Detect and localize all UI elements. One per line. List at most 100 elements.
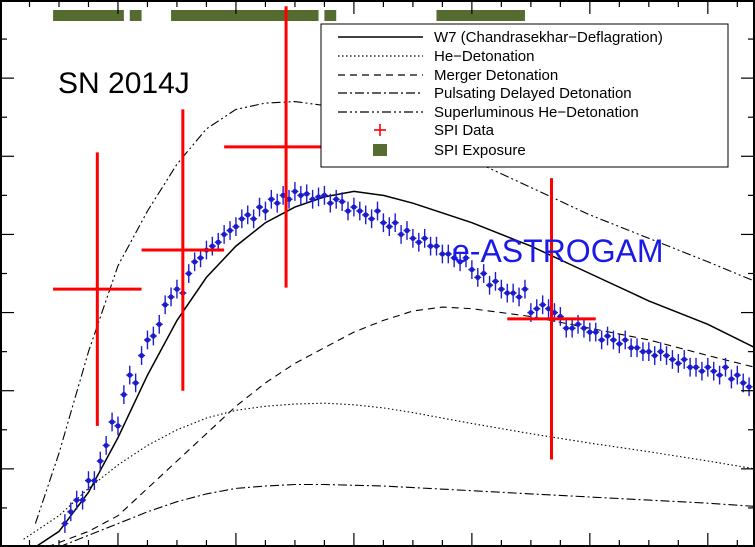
e-astrogam-marker-96: [628, 345, 634, 351]
e-astrogam-point-45: [326, 193, 334, 213]
e-astrogam-marker-110: [711, 368, 717, 374]
e-astrogam-point-104: [674, 353, 682, 373]
e-astrogam-marker-69: [469, 266, 475, 273]
e-astrogam-point-80: [533, 299, 541, 319]
e-astrogam-marker-116: [746, 384, 752, 390]
e-astrogam-marker-57: [398, 231, 404, 238]
e-astrogam-point-102: [663, 346, 671, 365]
e-astrogam-point-36: [273, 193, 281, 213]
e-astrogam-marker-86: [569, 325, 575, 331]
e-astrogam-marker-72: [486, 282, 493, 288]
e-astrogam-point-50: [356, 201, 364, 221]
e-astrogam-marker-87: [575, 321, 581, 327]
spi-exposure-bar-3: [324, 10, 337, 21]
e-astrogam-point-98: [639, 342, 647, 362]
e-astrogam-point-93: [609, 330, 617, 350]
e-astrogam-point-89: [586, 322, 594, 342]
e-astrogam-marker-83: [551, 309, 558, 316]
e-astrogam-point-75: [503, 283, 511, 303]
e-astrogam-marker-15: [150, 333, 156, 339]
e-astrogam-point-43: [315, 187, 323, 207]
e-astrogam-marker-4: [85, 477, 92, 484]
e-astrogam-marker-98: [640, 349, 646, 355]
e-astrogam-point-32: [250, 209, 258, 229]
e-astrogam-point-107: [692, 357, 700, 377]
e-astrogam-marker-80: [534, 306, 540, 312]
e-astrogam-point-1: [67, 502, 75, 522]
e-astrogam-marker-36: [274, 200, 280, 206]
e-astrogam-marker-3: [79, 497, 86, 503]
e-astrogam-point-16: [155, 314, 163, 334]
e-astrogam-point-103: [668, 350, 676, 369]
e-astrogam-marker-0: [62, 520, 68, 527]
e-astrogam-marker-89: [587, 329, 593, 335]
e-astrogam-point-23: [197, 248, 205, 268]
e-astrogam-marker-40: [298, 192, 304, 198]
e-astrogam-marker-34: [262, 208, 269, 214]
model-curve-merger: [47, 306, 755, 547]
e-astrogam-marker-112: [722, 364, 729, 370]
e-astrogam-marker-42: [310, 196, 316, 202]
legend-label-merger-detonation: Merger Detonation: [434, 67, 558, 84]
e-astrogam-point-54: [379, 213, 387, 233]
e-astrogam-point-26: [214, 232, 222, 252]
e-astrogam-marker-32: [251, 216, 257, 222]
e-astrogam-marker-79: [528, 309, 534, 316]
e-astrogam-point-109: [704, 357, 712, 377]
e-astrogam-marker-41: [304, 191, 310, 197]
e-astrogam-points-layer: [61, 182, 753, 533]
e-astrogam-marker-52: [369, 216, 375, 222]
e-astrogam-point-52: [368, 209, 376, 229]
e-astrogam-point-94: [615, 334, 623, 354]
e-astrogam-marker-16: [156, 321, 162, 327]
e-astrogam-point-115: [739, 373, 747, 393]
e-astrogam-point-95: [621, 330, 629, 350]
model-curve-w7: [34, 190, 755, 547]
spi-exposure-bar-2: [171, 10, 319, 21]
e-astrogam-marker-21: [186, 270, 192, 277]
e-astrogam-marker-92: [604, 333, 611, 339]
e-astrogam-point-69: [468, 260, 476, 279]
e-astrogam-point-113: [727, 369, 735, 389]
e-astrogam-point-112: [722, 357, 730, 377]
e-astrogam-marker-48: [345, 208, 351, 214]
e-astrogam-label: e-ASTROGAM: [452, 233, 664, 269]
spi-exposure-bar-1: [129, 10, 142, 21]
e-astrogam-marker-56: [392, 220, 398, 226]
e-astrogam-marker-95: [622, 337, 628, 343]
e-astrogam-marker-2: [74, 497, 80, 503]
model-curve-slhe: [34, 101, 755, 524]
e-astrogam-point-49: [350, 197, 358, 217]
e-astrogam-marker-8: [109, 419, 115, 425]
e-astrogam-marker-46: [333, 196, 339, 202]
e-astrogam-point-27: [220, 225, 228, 244]
object-label: SN 2014J: [58, 67, 190, 100]
e-astrogam-point-62: [427, 236, 435, 256]
e-astrogam-point-13: [138, 346, 146, 365]
e-astrogam-marker-7: [103, 442, 109, 449]
e-astrogam-marker-26: [215, 239, 221, 245]
e-astrogam-point-73: [491, 271, 499, 291]
e-astrogam-marker-102: [663, 352, 670, 359]
e-astrogam-marker-103: [669, 356, 676, 363]
e-astrogam-point-2: [73, 490, 81, 510]
e-astrogam-marker-74: [498, 286, 504, 292]
e-astrogam-point-12: [132, 373, 140, 393]
e-astrogam-marker-43: [315, 194, 322, 200]
e-astrogam-marker-47: [339, 199, 345, 205]
e-astrogam-marker-10: [121, 392, 127, 398]
e-astrogam-point-31: [244, 205, 252, 225]
e-astrogam-point-47: [338, 192, 346, 211]
e-astrogam-marker-18: [168, 294, 174, 300]
e-astrogam-marker-90: [593, 329, 599, 335]
e-astrogam-point-108: [698, 361, 706, 381]
e-astrogam-point-10: [120, 385, 128, 404]
e-astrogam-marker-17: [162, 302, 168, 308]
e-astrogam-point-114: [733, 365, 741, 385]
e-astrogam-marker-109: [705, 364, 711, 370]
e-astrogam-marker-101: [658, 349, 664, 355]
e-astrogam-point-63: [432, 236, 440, 256]
e-astrogam-point-14: [143, 330, 151, 350]
e-astrogam-marker-70: [475, 274, 481, 281]
